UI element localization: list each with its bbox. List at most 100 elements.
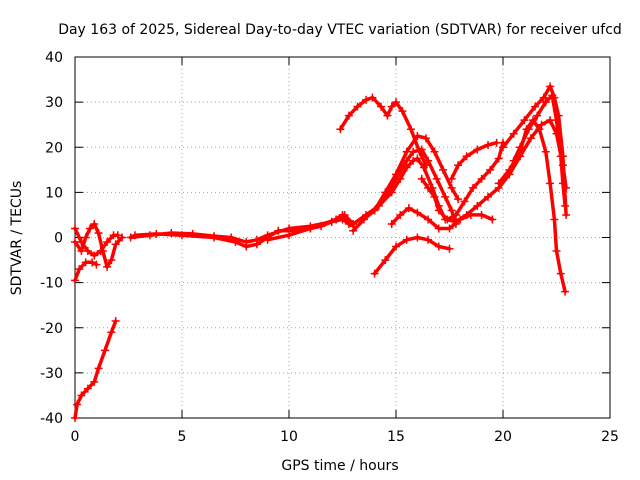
data-point-marker [413,208,422,217]
data-point-marker [77,247,86,256]
data-point-marker [231,238,240,247]
data-point-marker [562,210,571,219]
data-point-marker [306,224,315,233]
axis-ticks: 0 5 10 15 20 25 -40 -30 -20 -10 0 10 20 30 40 [40,50,619,445]
data-point-marker [526,134,535,143]
data-point-marker [445,244,454,253]
x-axis-label: GPS time / hours [281,458,398,474]
y-tick-label: -30 [40,366,63,382]
data-point-marker [381,256,390,265]
data-point-marker [417,174,426,183]
data-point-marker [100,346,109,355]
data-point-marker [392,98,400,107]
data-point-marker [81,233,90,242]
data-point-marker [473,145,482,154]
data-point-marker [210,233,219,242]
data-point-marker [90,377,99,386]
x-tick-label: 10 [280,429,298,445]
y-axis-label: SDTVAR / TECUs [9,181,25,296]
data-point-marker [402,235,411,244]
data-point-marker [546,179,555,188]
data-point-marker [494,179,503,188]
data-point-marker [546,82,555,91]
y-tick-label: -10 [40,276,63,292]
data-point-marker [434,242,443,251]
data-point-marker [477,174,486,183]
data-point-marker [415,147,424,156]
data-point-marker [349,226,358,235]
data-point-marker [387,102,396,111]
data-point-marker [398,107,407,116]
data-point-marker [77,391,86,400]
data-point-marker [413,233,422,242]
data-point-marker [541,147,550,156]
data-point-marker [441,192,450,201]
data-point-marker [71,224,79,233]
data-point-marker [460,197,469,206]
data-point-marker [454,161,463,170]
data-point-marker [492,138,501,147]
data-point-marker [531,102,540,111]
data-point-marker [486,165,495,174]
data-point-marker [332,215,341,224]
data-point-marker [558,152,567,161]
markers-trace-1 [71,316,120,422]
data-point-marker [370,206,379,215]
data-point-marker [554,111,563,120]
data-point-marker [520,116,529,125]
data-point-marker [430,147,439,156]
series-trace-5 [128,217,355,244]
data-point-marker [541,98,550,107]
data-point-marker [473,201,482,210]
series-trace-9 [372,134,460,213]
data-point-marker [488,215,497,224]
x-tick-label: 20 [494,429,512,445]
data-point-marker [396,210,405,219]
data-point-marker [434,206,443,215]
data-point-marker [432,174,441,183]
markers-trace-2 [71,258,101,285]
data-point-marker [71,276,79,285]
markers-trace-12 [447,138,501,183]
data-point-marker [406,125,415,134]
data-point-marker [344,111,353,120]
data-point-marker [242,242,251,251]
data-point-marker [550,215,559,224]
data-point-marker [404,204,413,213]
data-point-marker [392,170,400,179]
chart-title: Day 163 of 2025, Sidereal Day-to-day VTE… [58,22,622,38]
data-point-marker [424,235,433,244]
series-trace-11 [419,140,505,222]
data-point-marker [336,125,345,134]
data-point-marker [349,219,358,228]
data-point-marker [71,238,79,247]
x-tick-label: 15 [387,429,405,445]
data-point-marker [462,152,471,161]
data-point-marker [424,215,433,224]
data-point-marker [456,215,465,224]
data-point-marker [285,231,293,240]
data-point-marker [359,215,368,224]
data-point-marker [392,242,400,251]
data-point-marker [535,125,544,134]
data-point-marker [434,224,443,233]
data-point-marker [537,120,546,129]
data-point-marker [178,231,186,240]
data-point-marker [421,134,430,143]
data-point-marker [556,269,565,278]
markers-trace-17 [499,82,571,219]
data-point-marker [83,384,92,393]
markers-trace-11 [417,138,507,224]
data-point-marker [505,165,514,174]
data-point-marker [368,93,377,102]
x-tick-label: 25 [601,429,619,445]
data-point-marker [75,265,84,274]
data-point-marker [94,228,103,237]
data-point-marker [126,233,135,242]
y-tick-label: 30 [45,95,63,111]
data-point-marker [111,316,120,325]
y-tick-label: 20 [45,140,63,156]
data-point-marker [524,125,533,134]
data-point-marker [561,287,570,296]
data-point-marker [469,183,478,192]
